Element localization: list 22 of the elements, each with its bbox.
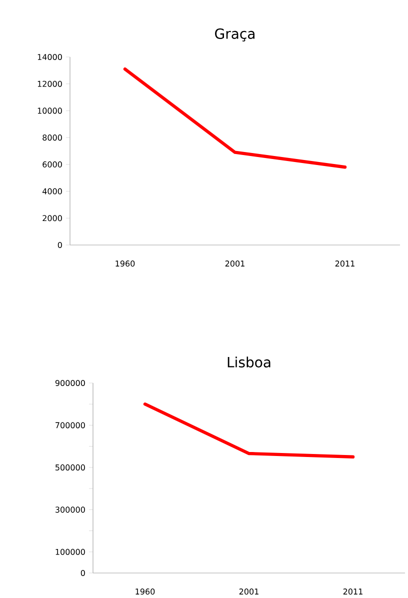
x-tick-label: 2011 — [343, 588, 362, 595]
y-tick-label: 14000 — [38, 54, 62, 60]
x-tick-label: 2001 — [225, 260, 244, 267]
y-tick-label: 8000 — [42, 134, 62, 141]
y-tick-label: 6000 — [42, 161, 62, 168]
y-tick-label: 4000 — [42, 188, 62, 194]
y-tick-label: 500000 — [56, 464, 85, 470]
x-tick-label: 2011 — [335, 260, 354, 267]
x-tick-label: 1960 — [136, 588, 155, 595]
x-tick-label: 2001 — [239, 588, 258, 595]
y-tick-label: 2000 — [42, 215, 62, 222]
y-tick-label: 0 — [80, 570, 85, 576]
y-tick-label: 900000 — [55, 380, 85, 386]
chart-title: Graça — [215, 28, 254, 42]
y-tick-label: 10000 — [38, 108, 62, 114]
y-tick-label: 300000 — [56, 506, 85, 513]
chart-title: Lisboa — [228, 356, 270, 368]
x-tick-label: 1960 — [116, 260, 135, 267]
y-tick-label: 100000 — [56, 548, 85, 555]
y-tick-label: 700000 — [56, 422, 85, 428]
y-tick-label: 0 — [58, 242, 62, 248]
y-tick-label: 12000 — [38, 80, 62, 87]
